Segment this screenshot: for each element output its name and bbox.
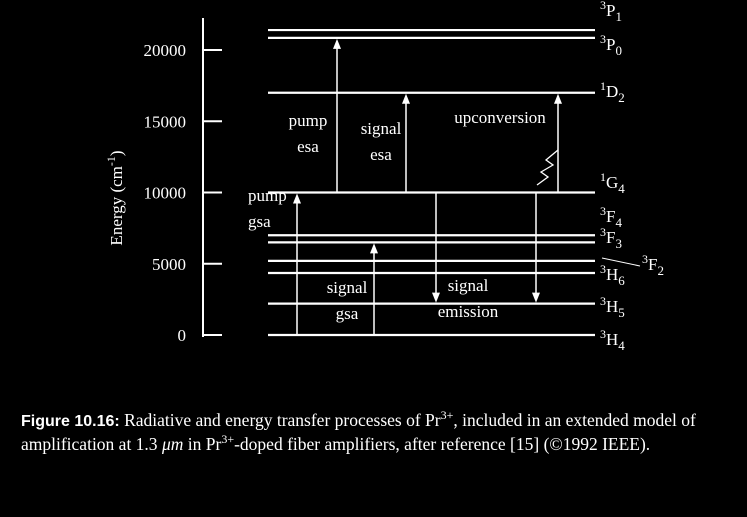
axis-label: Energy (cm-1) [104, 150, 126, 245]
level-label: 3H6 [600, 262, 625, 288]
caption-sup: 3+ [221, 432, 235, 447]
level-term: F [606, 207, 615, 226]
transition-label: esa [297, 137, 319, 156]
arrow-head [554, 93, 562, 104]
level-j: 4 [618, 338, 625, 353]
level-mult: 3 [600, 32, 606, 46]
level-mult: 3 [600, 327, 606, 341]
level-term: P [606, 35, 615, 54]
level-mult: 1 [600, 79, 606, 93]
leader-line [601, 257, 641, 267]
level-term: H [606, 265, 618, 284]
transition-label: signal [448, 276, 489, 295]
arrow-head [402, 93, 410, 104]
caption-text: -doped fiber amplifiers, after reference… [234, 434, 651, 454]
transition-label: pump [289, 111, 328, 130]
level-j: 2 [657, 263, 664, 278]
level-mult: 3 [600, 225, 606, 239]
level-term: H [606, 297, 618, 316]
level-j: 5 [618, 305, 625, 320]
level-j: 3 [615, 236, 622, 251]
level-label: 3F4 [600, 204, 622, 230]
transition-label: upconversion [454, 108, 546, 127]
level-label: 3F3 [600, 225, 622, 251]
tick-label: 5000 [152, 255, 186, 274]
arrow-head [532, 292, 540, 303]
level-j: 6 [618, 273, 625, 288]
tick-label: 20000 [144, 41, 187, 60]
transition-label: pump [248, 186, 287, 205]
tick-label: 0 [178, 326, 187, 345]
level-term: G [606, 173, 618, 192]
level-label: 1G4 [600, 170, 625, 196]
transition-label: esa [370, 145, 392, 164]
transition-label: gsa [248, 212, 271, 231]
level-mult: 1 [600, 170, 606, 184]
transition-label: gsa [336, 304, 359, 323]
level-term: F [606, 228, 615, 247]
level-term: D [606, 82, 618, 101]
level-mult: 3 [600, 204, 606, 218]
axis-label-sup: -1 [104, 156, 118, 166]
level-j: 0 [615, 43, 622, 58]
diagram: Energy (cm-1) 050001000015000200003H43H5… [104, 0, 664, 353]
caption-sup: 3+ [440, 408, 454, 423]
transition-label: emission [438, 302, 499, 321]
level-label: 3F2 [642, 252, 664, 278]
axis-label-text: Energy (cm [107, 166, 126, 245]
level-label: 3P1 [600, 0, 622, 24]
transition-label: signal [327, 278, 368, 297]
level-mult: 3 [600, 0, 606, 12]
level-label: 3H5 [600, 294, 625, 320]
tick-label: 15000 [144, 112, 187, 131]
level-j: 1 [615, 9, 622, 24]
arrow-head [432, 292, 440, 303]
level-mult: 3 [642, 252, 648, 266]
level-mult: 3 [600, 294, 606, 308]
caption: Figure 10.16: Radiative and energy trans… [21, 409, 743, 455]
level-label: 1D2 [600, 79, 625, 105]
level-label: 3P0 [600, 32, 622, 58]
arrow-head [333, 38, 341, 49]
level-term: F [648, 255, 657, 274]
level-term: H [606, 330, 618, 349]
level-j: 4 [618, 181, 625, 196]
level-mult: 3 [600, 262, 606, 276]
caption-italic: μm [161, 434, 184, 454]
axis-label-end: ) [107, 150, 126, 156]
transition-label: signal [361, 119, 402, 138]
caption-text: Radiative and energy transfer processes … [119, 410, 441, 430]
arrow-head [370, 243, 378, 254]
tick-label: 10000 [144, 184, 187, 203]
caption-text: , included in an extended model of ampli… [21, 410, 696, 454]
level-j: 4 [615, 215, 622, 230]
level-term: P [606, 1, 615, 20]
level-label: 3H4 [600, 327, 625, 353]
caption-text: in Pr [183, 434, 222, 454]
wiggle [536, 149, 559, 186]
arrow-head [293, 193, 301, 204]
level-j: 2 [618, 90, 625, 105]
caption-label: Figure 10.16: [21, 413, 120, 430]
